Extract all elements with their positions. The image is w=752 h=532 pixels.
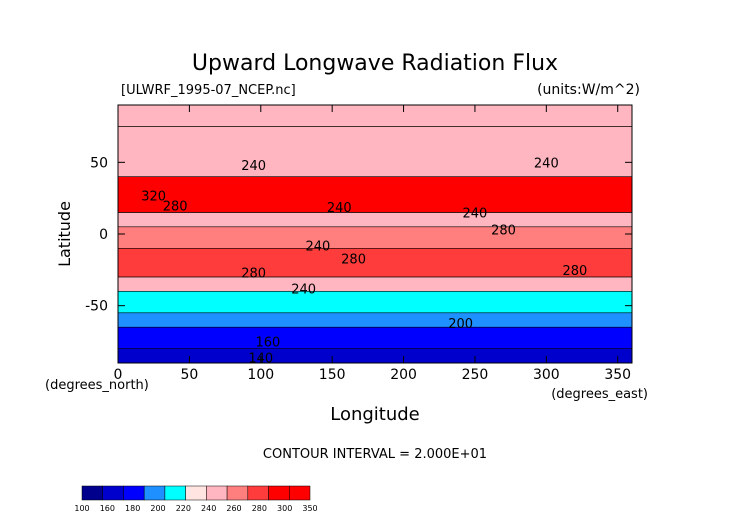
x-tick-label: 350 [604,367,631,383]
x-tick-label: 150 [319,367,346,383]
contour-label: 280 [163,199,188,214]
colorbar-swatch [185,485,207,501]
x-tick-label: 100 [247,367,274,383]
colorbar-label: 180 [125,504,140,513]
colorbar-label: 260 [226,504,241,513]
x-tick-label: 50 [180,367,198,383]
x-axis-label: Longitude [330,404,420,425]
field-band [118,226,632,249]
colorbar: 100 160 180 200 220 240 260 280 300 350 [74,485,318,513]
colorbar-swatch [247,485,269,501]
colorbar-swatch [206,485,228,501]
contour-label: 200 [448,317,473,332]
contour-label: 240 [534,156,559,171]
colorbar-swatch [143,485,166,501]
x-tick-label: 200 [390,367,417,383]
colorbar-swatch [123,485,145,501]
contour-label: 320 [141,189,166,204]
field-band [118,348,632,363]
axis-ticks: 0 50 100 150 200 250 300 350 -50 0 50 [85,105,632,383]
field-band [118,327,632,349]
colorbar-label: 160 [100,504,115,513]
y-tick-label: 50 [90,155,108,171]
x-tick-label: 250 [462,367,489,383]
colorbar-label: 100 [74,504,89,513]
file-label: [ULWRF_1995-07_NCEP.nc] [121,83,296,98]
field-band [118,291,632,313]
units-label: (units:W/m^2) [537,82,640,98]
contour-label: 240 [463,207,488,222]
colorbar-swatch [102,485,124,501]
contour-interval: CONTOUR INTERVAL = 2.000E+01 [263,447,487,462]
colorbar-swatch [289,485,311,501]
field-band [118,312,632,328]
y-tick-label: -50 [85,299,108,315]
y-axis-label: Latitude [55,201,74,267]
contour-label: 240 [327,201,352,216]
field-band [118,126,632,177]
field-band [118,212,632,227]
x-unit-label: (degrees_east) [551,387,648,402]
colorbar-label: 300 [277,504,292,513]
chart-title: Upward Longwave Radiation Flux [192,51,558,76]
contour-label: 240 [291,282,316,297]
contour-label: 280 [241,267,266,282]
contour-label: 160 [256,336,281,351]
colorbar-swatch [226,485,249,501]
field-band [118,248,632,277]
contour-label: 280 [491,224,516,239]
colorbar-label: 200 [150,504,165,513]
contour-label: 240 [241,159,266,174]
x-tick-label: 0 [114,367,123,383]
contour-label: 280 [562,264,587,279]
colorbar-swatch [164,485,186,501]
colorbar-label: 280 [252,504,267,513]
colorbar-swatch [81,485,103,501]
field-band [118,176,632,213]
field-band [118,277,632,292]
contour-label: 240 [305,239,330,254]
x-tick-label: 300 [533,367,560,383]
colorbar-label: 240 [201,504,216,513]
colorbar-swatch [268,485,290,501]
colorbar-label: 350 [302,504,317,513]
y-unit-label: (degrees_north) [45,378,149,393]
field-band [118,105,632,127]
y-tick-label: 0 [99,227,108,243]
colorbar-label: 220 [176,504,191,513]
contour-label: 280 [341,252,366,267]
